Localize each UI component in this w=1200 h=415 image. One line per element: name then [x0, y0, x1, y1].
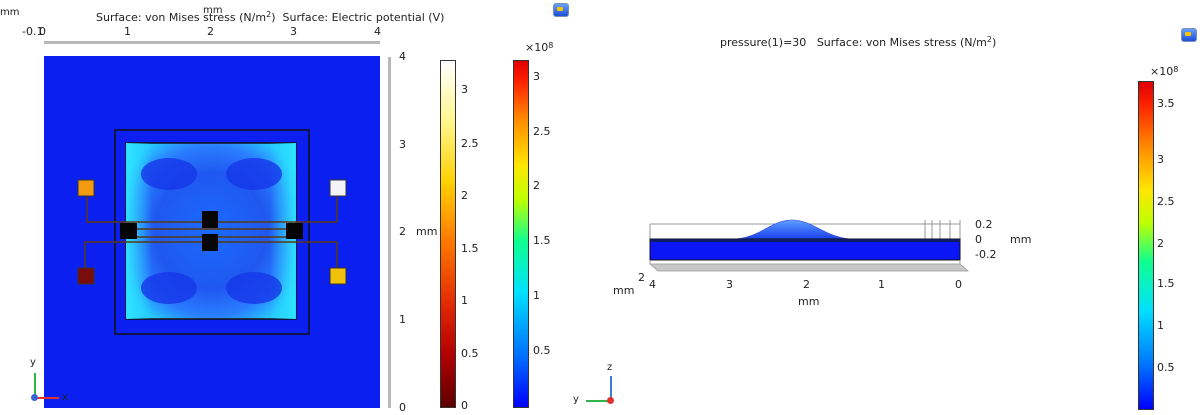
y-tick-label: 3 [399, 138, 406, 151]
x-unit-label: mm [798, 295, 820, 308]
potential-tick-label: 2 [461, 189, 468, 202]
x-tick-label: 3 [726, 278, 733, 291]
triad-x-dot [607, 397, 614, 404]
stress-tick-label: 2.5 [1157, 195, 1175, 208]
stress-tick-label: 1.5 [533, 234, 551, 247]
potential-tick-label: 1 [461, 294, 468, 307]
potential-tick-label: 2.5 [461, 137, 479, 150]
z-tick-label: -0.2 [975, 248, 997, 261]
x-tick-label: -0.1 [22, 25, 44, 38]
stress-colorbar [513, 60, 529, 408]
stress-tick-label: 1 [533, 289, 540, 302]
stress-tick-label: 1 [1157, 319, 1164, 332]
stress-tick-label: 0.5 [1157, 361, 1175, 374]
triad-y-arrow [34, 373, 36, 399]
y-tick-label: 2 [638, 271, 645, 284]
y-tick-label: 1 [399, 313, 406, 326]
x-tick-label: 0 [39, 25, 46, 38]
potential-colorbar [440, 60, 456, 408]
stress-tick-label: 3 [533, 70, 540, 83]
z-tick-label: 0.2 [975, 218, 993, 231]
y-axis-bar [388, 57, 391, 408]
stress-tick-label: 1.5 [1157, 277, 1175, 290]
triad-z-label: z [607, 362, 613, 373]
stress-tick-label: 0.5 [533, 344, 551, 357]
stress-exponent-label: ×108 [525, 41, 554, 54]
triad-z-dot [31, 394, 38, 401]
x-unit-top-label: mm [203, 5, 223, 16]
triad-y-label: y [573, 394, 579, 405]
y-unit-label: mm [416, 225, 438, 238]
x-tick-label: 1 [124, 25, 131, 38]
stress-tick-label: 2 [1157, 237, 1164, 250]
x-unit-corner-label: mm [0, 7, 20, 18]
stress-tick-label: 3 [1157, 153, 1164, 166]
y-tick-label: 4 [399, 50, 406, 63]
potential-tick-label: 0 [461, 399, 468, 412]
y-tick-label: 0 [399, 401, 406, 414]
potential-tick-label: 1.5 [461, 242, 479, 255]
stress-tick-label: 3.5 [1157, 97, 1175, 110]
y-unit-label: mm [613, 284, 635, 297]
potential-tick-label: 0.5 [461, 347, 479, 360]
stress-exponent-label: ×108 [1150, 65, 1179, 78]
z-unit-label: mm [1010, 233, 1032, 246]
x-tick-label: 2 [207, 25, 214, 38]
stress-colorbar [1138, 81, 1154, 410]
x-tick-label: 1 [878, 278, 885, 291]
x-tick-label: 4 [374, 25, 381, 38]
right-plot-title: pressure(1)=30 Surface: von Mises stress… [720, 35, 997, 50]
triad-x-arrow [35, 397, 59, 399]
triad-x-label: x [62, 392, 68, 403]
triad-y-arrow [586, 400, 611, 402]
stress-tick-label: 2.5 [533, 125, 551, 138]
plot-settings-icon[interactable] [1181, 28, 1197, 42]
x-tick-label: 0 [955, 278, 962, 291]
left-plot-title: Surface: von Mises stress (N/m2) Surface… [96, 10, 445, 25]
x-tick-label: 2 [803, 278, 810, 291]
z-tick-label: 0 [975, 233, 982, 246]
deformed-membrane-3d-view [648, 219, 970, 272]
x-axis-bar [44, 41, 380, 44]
triad-z-arrow [610, 376, 612, 401]
potential-tick-label: 3 [461, 83, 468, 96]
triad-y-label: y [30, 357, 36, 368]
stress-tick-label: 2 [533, 179, 540, 192]
x-tick-label: 4 [649, 278, 656, 291]
x-tick-label: 3 [290, 25, 297, 38]
y-tick-label: 2 [399, 225, 406, 238]
plot-settings-icon[interactable] [553, 3, 569, 17]
stress-potential-surface-plot [44, 56, 380, 408]
